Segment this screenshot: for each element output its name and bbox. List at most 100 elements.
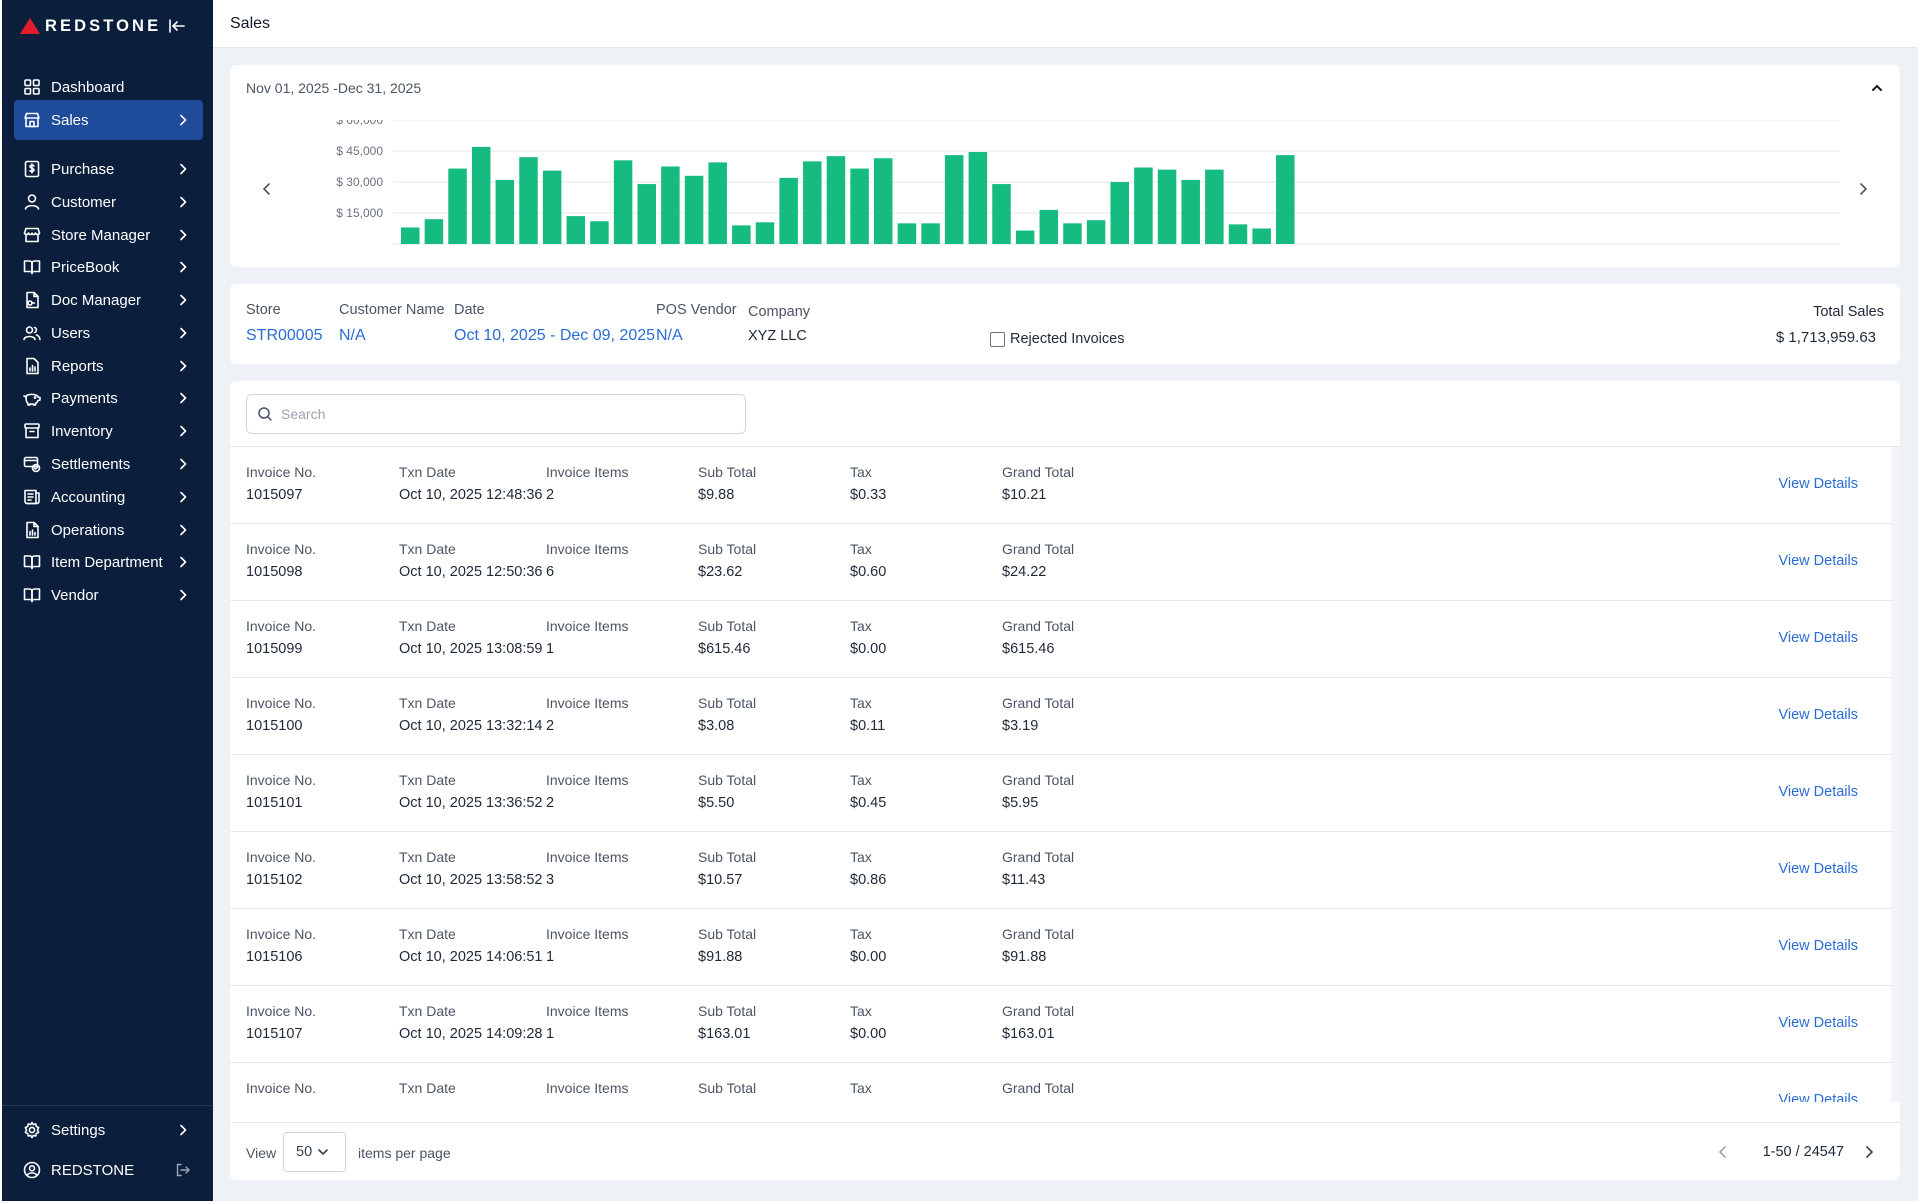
sidebar-item-accounting[interactable]: Accounting xyxy=(14,477,203,517)
chart-bar[interactable] xyxy=(1205,169,1224,244)
view-details-link[interactable]: View Details xyxy=(1778,707,1858,723)
chevron-right-icon xyxy=(175,292,191,308)
value-txn-date: Oct 10, 2025 12:50:36 xyxy=(399,564,543,580)
sidebar-item-purchase[interactable]: Purchase xyxy=(14,149,203,189)
chart-bar[interactable] xyxy=(1228,224,1248,244)
sidebar-item-dashboard[interactable]: Dashboard xyxy=(14,67,203,107)
chart-bar[interactable] xyxy=(968,152,988,244)
value-txn-date: Oct 10, 2025 14:06:51 xyxy=(399,949,543,965)
table-scrollbar[interactable] xyxy=(1891,447,1900,1102)
chart-bar[interactable] xyxy=(732,225,751,244)
chart-bar[interactable] xyxy=(637,184,657,244)
pos-vendor-value[interactable]: N/A xyxy=(656,327,683,344)
sidebar-item-sales[interactable]: Sales xyxy=(14,100,203,140)
chart-bar[interactable] xyxy=(401,227,420,244)
value-txn-date: Oct 10, 2025 13:36:52 xyxy=(399,795,543,811)
column-label-invoice-no: Invoice No. xyxy=(246,464,317,480)
sidebar-item-store-manager[interactable]: Store Manager xyxy=(14,215,203,255)
column-label-txn-date: Txn Date xyxy=(399,1003,456,1019)
store-value[interactable]: STR00005 xyxy=(246,327,323,344)
chart-bar[interactable] xyxy=(874,158,893,244)
chart-bar[interactable] xyxy=(897,223,917,244)
sidebar-item-vendor[interactable]: Vendor xyxy=(14,575,203,615)
chart-bar[interactable] xyxy=(1015,230,1035,244)
chart-bar[interactable] xyxy=(542,170,562,244)
sidebar-item-pricebook[interactable]: PriceBook xyxy=(14,247,203,287)
operations-icon xyxy=(22,520,42,540)
previous-page-icon[interactable] xyxy=(1714,1143,1732,1161)
chevron-up-icon[interactable] xyxy=(1868,79,1886,97)
sidebar-item-reports[interactable]: Reports xyxy=(14,346,203,386)
view-details-link[interactable]: View Details xyxy=(1778,938,1858,954)
sidebar-item-operations[interactable]: Operations xyxy=(14,510,203,550)
chart-bar[interactable] xyxy=(1134,167,1153,244)
date-label: Date xyxy=(454,302,485,318)
chart-bar[interactable] xyxy=(1181,179,1200,244)
view-details-link[interactable]: View Details xyxy=(1778,1092,1858,1102)
next-page-icon[interactable] xyxy=(1860,1143,1878,1161)
cell-sub-total: Sub Total $615.46 xyxy=(698,618,756,657)
chart-bar[interactable] xyxy=(590,221,609,244)
column-label-grand-total: Grand Total xyxy=(1002,1003,1075,1019)
customer-name-value[interactable]: N/A xyxy=(339,327,366,344)
chart-bar[interactable] xyxy=(684,175,704,244)
items-per-page-select[interactable]: 50 xyxy=(283,1132,346,1172)
chart-bar[interactable] xyxy=(708,162,727,244)
chart-bar[interactable] xyxy=(495,179,515,244)
chart-bar[interactable] xyxy=(661,166,680,245)
sidebar-item-redstone[interactable]: REDSTONE xyxy=(14,1150,203,1190)
view-details-link[interactable]: View Details xyxy=(1778,784,1858,800)
view-details-link[interactable]: View Details xyxy=(1778,1015,1858,1031)
sidebar-item-settlements[interactable]: Settlements xyxy=(14,444,203,484)
view-details-link[interactable]: View Details xyxy=(1778,861,1858,877)
chart-bar[interactable] xyxy=(448,168,467,244)
search-input[interactable] xyxy=(281,406,721,422)
rejected-invoices-checkbox[interactable]: Rejected Invoices xyxy=(990,331,1124,347)
chart-bar[interactable] xyxy=(471,146,491,244)
table-row: Invoice No. 1015099 Txn Date Oct 10, 2025 1… xyxy=(230,601,1891,678)
chart-bar[interactable] xyxy=(850,168,869,244)
date-range-value[interactable]: Oct 10, 2025 - Dec 09, 2025 xyxy=(454,327,656,344)
chart-next-icon[interactable] xyxy=(1854,180,1872,198)
sidebar-item-users[interactable]: Users xyxy=(14,313,203,353)
chart-bar[interactable] xyxy=(1063,223,1082,244)
search-box[interactable] xyxy=(246,394,746,434)
chart-bar[interactable] xyxy=(1157,169,1177,244)
chart-bar[interactable] xyxy=(755,222,775,244)
column-label-txn-date: Txn Date xyxy=(399,695,456,711)
chart-prev-icon[interactable] xyxy=(258,180,276,198)
view-details-link[interactable]: View Details xyxy=(1778,553,1858,569)
sidebar-item-item-department[interactable]: Item Department xyxy=(14,542,203,582)
logout-icon[interactable] xyxy=(175,1162,191,1178)
cell-invoice-items: Invoice Items 3 xyxy=(546,849,628,888)
chart-bar[interactable] xyxy=(1039,209,1059,244)
chart-bar[interactable] xyxy=(944,155,964,244)
view-details-link[interactable]: View Details xyxy=(1778,630,1858,646)
chart-bar[interactable] xyxy=(424,219,444,244)
chart-bar[interactable] xyxy=(1110,182,1130,244)
value-txn-date: Oct 10, 2025 13:08:59 xyxy=(399,641,543,657)
company-value: XYZ LLC xyxy=(748,328,807,344)
sidebar-item-customer[interactable]: Customer xyxy=(14,182,203,222)
chart-bar[interactable] xyxy=(1276,155,1295,244)
chart-bar[interactable] xyxy=(779,177,798,244)
chart-bar[interactable] xyxy=(1252,228,1271,245)
chart-bar[interactable] xyxy=(1086,220,1106,244)
sidebar-item-inventory[interactable]: Inventory xyxy=(14,411,203,451)
sidebar-item-payments[interactable]: Payments xyxy=(14,378,203,418)
column-label-invoice-no: Invoice No. xyxy=(246,926,317,942)
sidebar-item-settings[interactable]: Settings xyxy=(14,1110,203,1150)
sidebar-item-label: Item Department xyxy=(51,553,163,571)
chart-bar[interactable] xyxy=(921,223,940,244)
chart-bar[interactable] xyxy=(803,161,822,244)
view-details-link[interactable]: View Details xyxy=(1778,476,1858,492)
chart-bar[interactable] xyxy=(613,160,633,244)
sidebar-item-doc-manager[interactable]: Doc Manager xyxy=(14,280,203,320)
cell-sub-total: Sub Total $3.08 xyxy=(698,695,756,734)
chart-bar[interactable] xyxy=(566,216,586,244)
chart-bar[interactable] xyxy=(826,156,846,244)
collapse-sidebar-icon[interactable] xyxy=(167,16,187,36)
chart-bar[interactable] xyxy=(992,184,1011,244)
checkbox-icon[interactable] xyxy=(990,331,1005,347)
chart-bar[interactable] xyxy=(519,157,538,244)
